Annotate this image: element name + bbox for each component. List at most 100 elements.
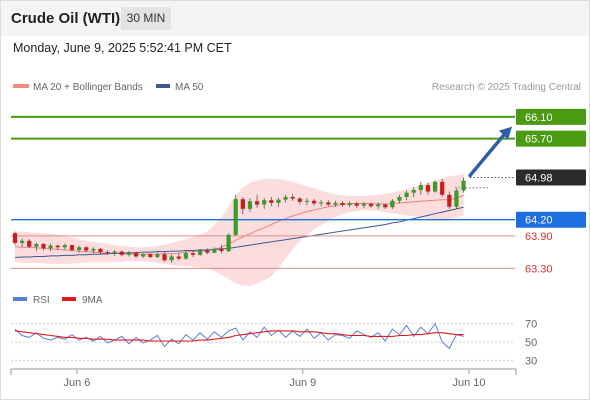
symbol-title: Crude Oil (WTI) — [11, 10, 121, 27]
candle-body — [461, 180, 466, 191]
candle-body — [219, 248, 224, 252]
candle — [269, 196, 274, 207]
candle-body — [276, 199, 281, 203]
candle — [304, 198, 310, 206]
candle-body — [397, 196, 402, 201]
ma20-bb-legend-swatch — [13, 84, 29, 88]
resistance-level-2-tag — [516, 130, 586, 147]
candle — [84, 246, 89, 253]
rsi-ma-legend-swatch — [62, 297, 76, 301]
candle-body — [262, 200, 267, 205]
candle-body — [126, 252, 132, 255]
candle-body — [347, 203, 352, 206]
candle-body — [440, 181, 445, 195]
timestamp: Monday, June 9, 2025 5:52:41 PM CET — [13, 41, 232, 55]
candle-body — [105, 252, 110, 254]
candle — [319, 200, 324, 207]
rsi-ma-legend-label: 9MA — [82, 295, 103, 306]
rsi-tick-30: 30 — [525, 355, 537, 367]
current-price-tag — [516, 169, 586, 186]
candle — [219, 244, 224, 254]
candle — [411, 187, 416, 197]
candle-body — [62, 245, 67, 248]
timeframe-button[interactable]: 30 MIN — [121, 7, 171, 30]
candle — [155, 252, 160, 259]
candle-body — [76, 247, 82, 250]
candle-body — [432, 181, 438, 192]
candle-body — [12, 233, 18, 243]
x-tick-label: Jun 6 — [63, 377, 90, 389]
candle — [347, 201, 352, 208]
candle — [226, 233, 231, 253]
candle — [397, 194, 402, 204]
candle — [212, 247, 217, 254]
bollinger-band-area — [15, 173, 464, 286]
resistance-level-1-label: 66.10 — [525, 112, 553, 124]
candle — [404, 190, 409, 201]
candle-body — [20, 240, 25, 243]
candle-body — [418, 185, 423, 190]
rsi-legend: RSI 9MA — [13, 295, 103, 306]
candle-body — [176, 256, 181, 259]
candle — [34, 242, 39, 252]
rsi-tick-50: 50 — [525, 337, 537, 349]
candle — [176, 253, 181, 261]
candle-body — [354, 203, 359, 206]
ma20-bb-legend-label: MA 20 + Bollinger Bands — [33, 82, 143, 93]
candle — [326, 200, 331, 207]
rsi-ma-line — [14, 330, 464, 342]
candlestick-layer — [12, 177, 466, 263]
candle — [283, 194, 288, 203]
pivot-level-label: 64.20 — [525, 215, 553, 227]
candle — [247, 198, 253, 212]
candle — [276, 198, 281, 207]
candle — [205, 248, 210, 255]
pivot-level-tag — [516, 211, 586, 228]
candle-body — [169, 256, 174, 261]
candle — [368, 202, 374, 208]
candle — [340, 201, 345, 207]
candle-body — [390, 200, 395, 208]
candle-body — [155, 254, 160, 258]
candle — [447, 191, 452, 209]
forecast-arrow-layer — [468, 126, 512, 178]
candle — [311, 199, 317, 206]
candle-body — [233, 199, 238, 235]
candle-body — [190, 253, 196, 255]
ma20-line — [14, 194, 464, 255]
candle — [418, 181, 423, 195]
candle-body — [69, 245, 75, 250]
candle-body — [112, 251, 117, 254]
ma50-legend-swatch — [156, 84, 170, 88]
candle-body — [333, 202, 338, 205]
x-tick-label: Jun 10 — [452, 377, 485, 389]
candle — [383, 203, 388, 209]
candle-body — [340, 202, 345, 206]
candle-body — [205, 250, 210, 253]
candle — [141, 253, 146, 259]
candle-body — [34, 244, 39, 247]
candle — [376, 202, 381, 209]
candle-body — [141, 254, 146, 257]
rsi-legend-swatch — [13, 297, 27, 301]
resistance-level-2-label: 65.70 — [525, 134, 553, 146]
candle-body — [133, 252, 139, 257]
candle — [41, 242, 46, 251]
forecast-arrow-head — [499, 126, 512, 140]
candle — [297, 196, 302, 205]
candle — [333, 200, 338, 207]
candle — [240, 196, 245, 215]
candle-body — [212, 248, 217, 253]
ma50-legend-label: MA 50 — [175, 82, 204, 93]
candle-body — [198, 250, 203, 255]
candle — [55, 244, 60, 250]
rsi-grid-layer: 70 50 30 — [11, 319, 537, 367]
candle-body — [368, 204, 374, 207]
support-level-2-label: 63.30 — [525, 263, 553, 275]
ma50-line — [14, 206, 464, 258]
candle — [354, 201, 359, 208]
candle — [112, 249, 117, 256]
candle — [461, 177, 466, 193]
candle-body — [269, 200, 274, 203]
